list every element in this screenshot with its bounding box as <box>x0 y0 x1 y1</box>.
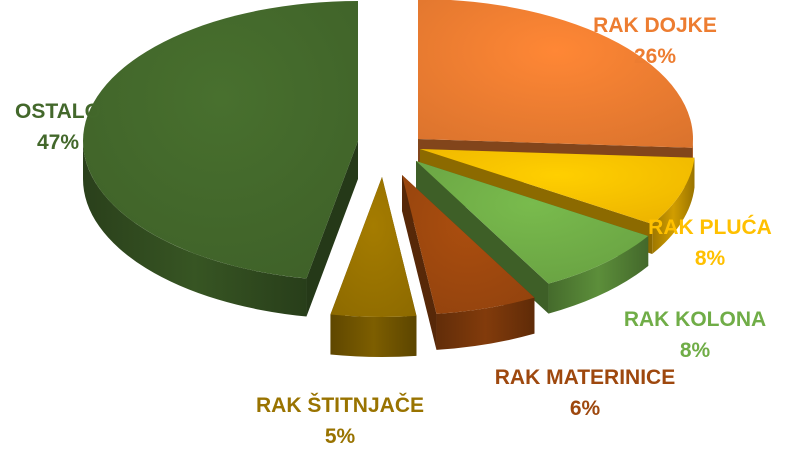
slice-top-rak-kolona <box>416 161 649 284</box>
label-rak-kolona: RAK KOLONA <box>624 308 766 331</box>
slice-rak-stitnjace <box>330 177 417 357</box>
slice-wall-ostalo-0 <box>306 141 358 317</box>
slice-wall-rak-kolona-1 <box>416 161 549 314</box>
value-ostalo: 47% <box>37 131 79 154</box>
label-rak-dojke: RAK DOJKE <box>593 14 717 37</box>
slice-top-rak-pluca <box>420 149 695 225</box>
slice-ostalo <box>82 1 358 317</box>
slice-top-rak-stitnjace <box>330 177 417 318</box>
slice-rak-kolona <box>416 161 649 314</box>
label-rak-materinice: RAK MATERINICE <box>495 366 675 389</box>
slice-side-rak-pluca <box>652 157 695 255</box>
slice-side-rak-materinice <box>436 297 535 350</box>
slice-wall-rak-materinice-1 <box>402 175 437 350</box>
slice-side-rak-kolona <box>548 236 649 314</box>
value-rak-stitnjace: 5% <box>325 425 356 448</box>
slice-side-ostalo <box>82 141 307 317</box>
value-rak-dojke: 26% <box>634 45 676 68</box>
slice-top-rak-dojke <box>418 0 693 148</box>
slice-side-rak-stitnjace <box>330 314 417 357</box>
slice-top-ostalo <box>83 1 358 279</box>
slice-rak-materinice <box>402 175 535 350</box>
value-rak-kolona: 8% <box>680 339 711 362</box>
value-rak-materinice: 6% <box>570 397 601 420</box>
label-rak-pluca: RAK PLUĆA <box>648 215 772 239</box>
label-ostalo: OSTALO <box>15 100 101 123</box>
slice-top-rak-materinice <box>402 175 535 314</box>
value-rak-pluca: 8% <box>695 247 726 270</box>
label-rak-stitnjace: RAK ŠTITNJAČE <box>256 393 424 417</box>
